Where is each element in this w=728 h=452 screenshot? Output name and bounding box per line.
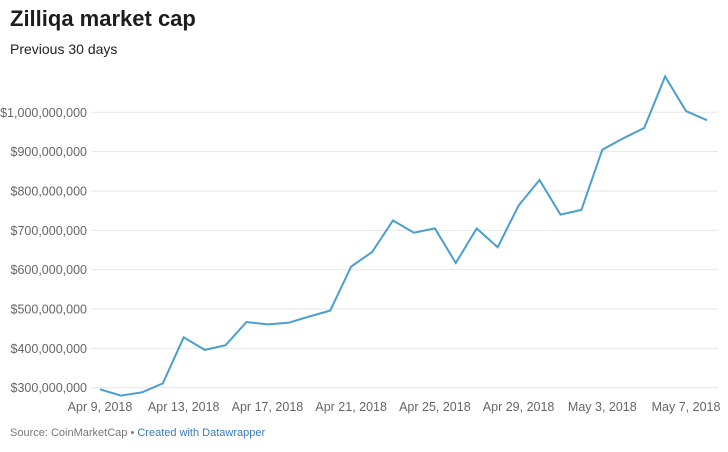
x-tick-label: Apr 25, 2018 <box>399 400 471 414</box>
x-tick-label: May 3, 2018 <box>568 400 637 414</box>
chart-subtitle: Previous 30 days <box>10 41 118 57</box>
y-tick-label: $800,000,000 <box>11 184 88 198</box>
y-tick-label: $500,000,000 <box>11 303 88 317</box>
x-tick-label: Apr 9, 2018 <box>68 400 133 414</box>
x-tick-label: Apr 13, 2018 <box>148 400 220 414</box>
y-tick-label: $700,000,000 <box>11 224 88 238</box>
source-text: Source: CoinMarketCap <box>10 427 128 439</box>
chart-title: Zilliqa market cap <box>10 6 196 31</box>
x-tick-label: Apr 21, 2018 <box>315 400 387 414</box>
y-tick-label: $1,000,000,000 <box>0 106 87 120</box>
x-tick-label: May 7, 2018 <box>652 400 721 414</box>
market-cap-line <box>99 74 708 397</box>
y-tick-label: $400,000,000 <box>11 342 88 356</box>
y-tick-label: $900,000,000 <box>11 145 88 159</box>
y-tick-label: $600,000,000 <box>11 263 88 277</box>
footer: Source: CoinMarketCap • Created with Dat… <box>10 427 265 439</box>
x-tick-label: Apr 17, 2018 <box>232 400 304 414</box>
x-tick-label: Apr 29, 2018 <box>483 400 555 414</box>
separator: • <box>127 427 138 439</box>
y-tick-label: $300,000,000 <box>11 381 88 395</box>
datawrapper-link[interactable]: Created with Datawrapper <box>137 427 266 439</box>
